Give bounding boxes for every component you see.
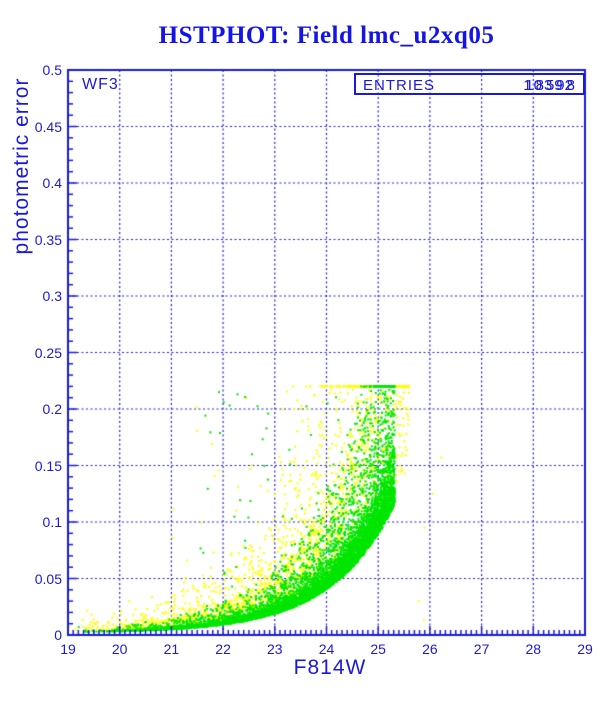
y-tick-label: 0.2 [42,401,62,417]
x-tick-label: 29 [577,641,593,657]
y-tick-label: 0.35 [34,231,62,248]
y-tick-label: 0.1 [42,514,62,530]
x-tick-label: 23 [267,641,283,657]
x-tick-label: 21 [163,641,180,657]
entries-count-secondary: 10392 [523,77,575,94]
y-tick-label: 0.45 [34,118,62,135]
y-tick-label: 0.05 [34,570,62,587]
entries-label: ENTRIES [363,77,436,94]
y-axis-title: photometric error [10,77,33,255]
x-tick-label: 20 [111,641,128,657]
x-tick-label: 27 [473,641,490,657]
entries-stats-box: ENTRIES 18598 10392 [354,73,585,95]
x-tick-label: 26 [422,641,438,657]
x-tick-label: 25 [370,641,386,657]
x-tick-label: 28 [525,641,542,657]
page-title: HSTPHOT: Field lmc_u2xq05 [158,22,495,49]
y-tick-label: 0.5 [42,62,62,78]
x-tick-label: 19 [60,641,76,657]
y-tick-label: 0.25 [34,344,62,361]
x-axis-title: F814W [293,656,367,679]
x-tick-label: 22 [215,641,231,657]
y-tick-label: 0.3 [42,288,62,304]
y-tick-label: 0.4 [42,175,62,191]
y-tick-label: 0.15 [34,457,62,474]
entries-count-primary: 18598 [525,77,577,94]
x-tick-label: 24 [318,641,335,657]
chip-label-wf3: WF3 [82,76,119,93]
y-tick-label: 0 [54,627,62,643]
